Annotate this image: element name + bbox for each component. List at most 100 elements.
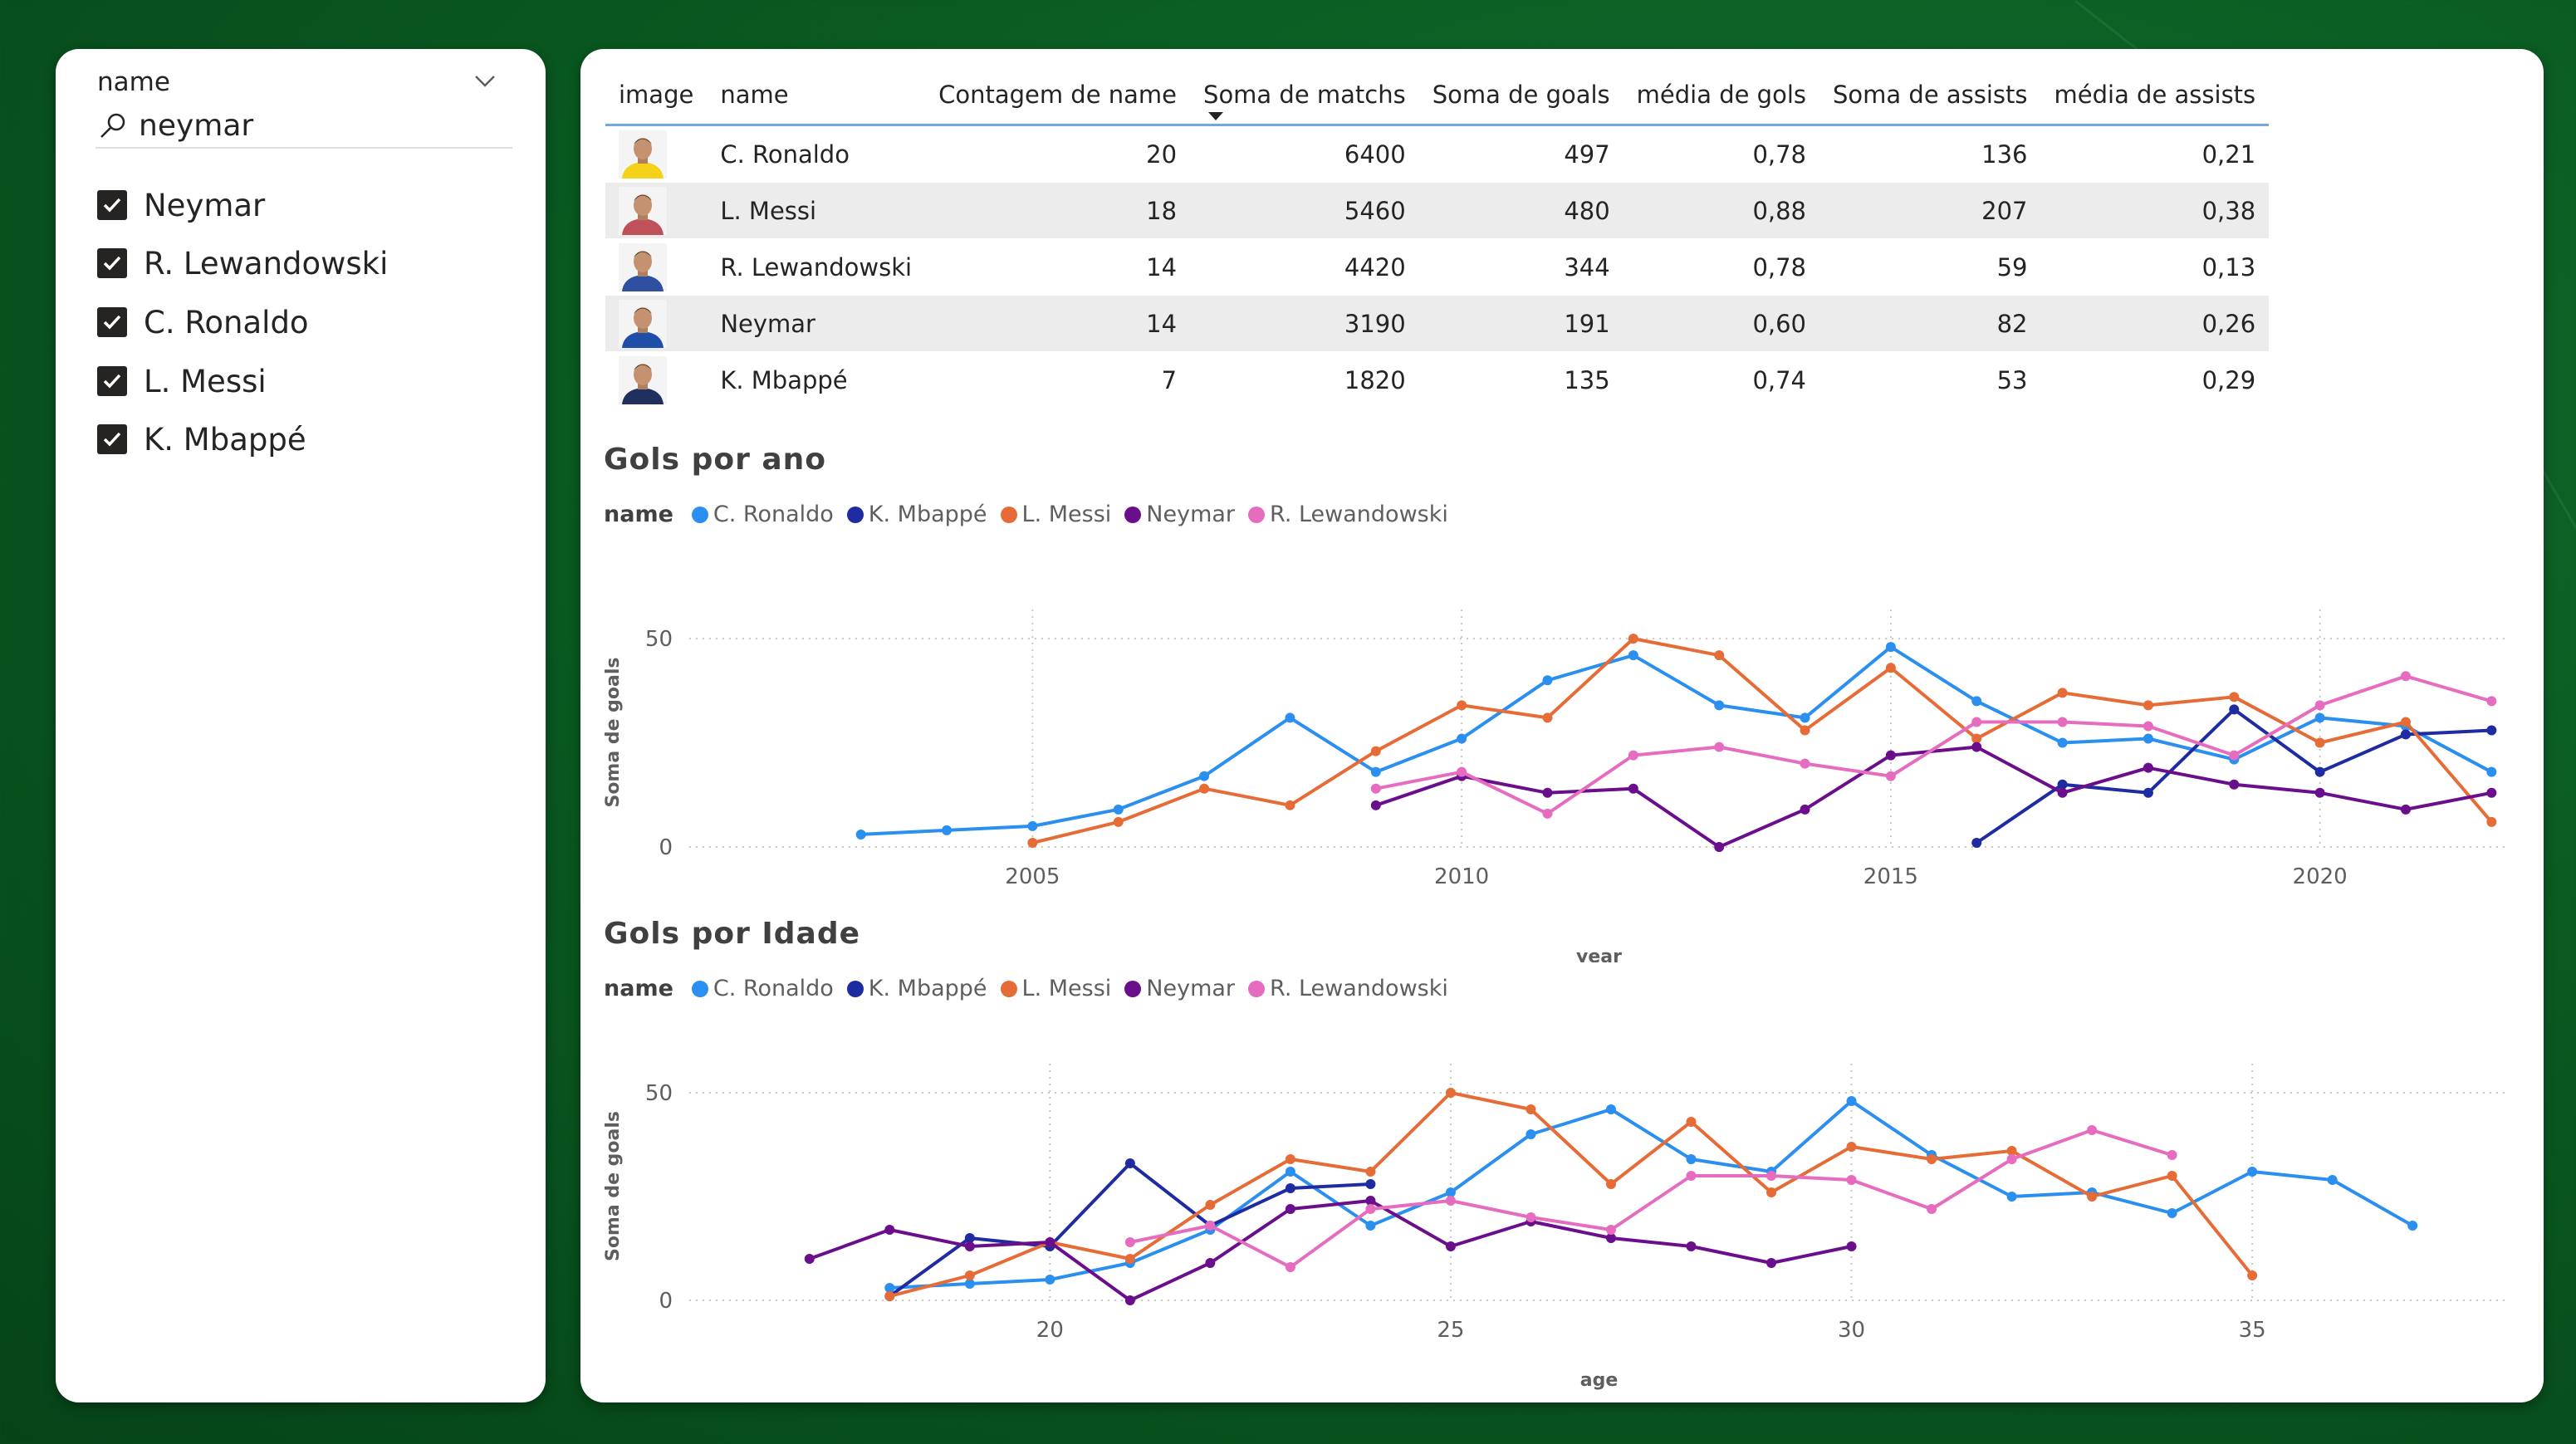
legend-marker [846, 980, 864, 997]
table-row[interactable]: R. Lewandowski 14 4420 344 0,78 59 0,13 [605, 238, 2270, 296]
data-point [2486, 816, 2497, 827]
cell-goals: 135 [1418, 351, 1623, 409]
checkbox-checked-icon[interactable] [97, 190, 127, 220]
data-point [884, 1225, 895, 1235]
data-point [2400, 671, 2411, 682]
data-point [1365, 1204, 1376, 1214]
data-point [1766, 1171, 1777, 1181]
column-header-media-assists[interactable]: média de assists [2040, 66, 2270, 126]
table-row[interactable]: K. Mbappé 7 1820 135 0,74 53 0,29 [605, 351, 2270, 409]
x-axis-title: age [1580, 1370, 1619, 1391]
data-point [964, 1279, 975, 1289]
data-point [2167, 1171, 2177, 1181]
legend-marker [691, 980, 708, 997]
x-tick-label: 2005 [1005, 864, 1060, 889]
data-point [964, 1233, 975, 1243]
data-point [1971, 717, 1982, 727]
column-header-assists[interactable]: Soma de assists [1819, 66, 2041, 126]
legend-label: K. Mbappé [868, 502, 987, 527]
data-point [1885, 663, 1896, 673]
y-tick-label: 0 [659, 1289, 673, 1314]
search-value: neymar [139, 109, 254, 143]
legend-item[interactable]: L. Messi [1000, 502, 1111, 527]
data-point [1846, 1175, 1857, 1185]
table-row[interactable]: L. Messi 18 5460 480 0,88 207 0,38 [605, 182, 2270, 239]
column-header-media-gols[interactable]: média de gols [1623, 66, 1820, 126]
data-point [2087, 1192, 2098, 1202]
cell-count: 14 [925, 238, 1191, 296]
column-header-name[interactable]: name [707, 66, 926, 126]
cell-matchs: 5460 [1190, 182, 1419, 239]
data-point [1526, 1104, 1536, 1114]
data-point [1445, 1196, 1456, 1206]
cell-media-assists: 0,38 [2040, 182, 2270, 239]
legend-marker [846, 506, 864, 523]
legend-item[interactable]: C. Ronaldo [691, 976, 834, 1001]
data-point [1045, 1275, 1055, 1285]
slicer-item[interactable]: K. Mbappé [97, 419, 496, 460]
slicer-item[interactable]: L. Messi [97, 360, 496, 402]
checkbox-checked-icon[interactable] [97, 366, 127, 396]
legend-item[interactable]: C. Ronaldo [691, 502, 834, 527]
data-point [884, 1283, 895, 1293]
report-panel: image name Contagem de name Soma de matc… [580, 49, 2544, 1402]
column-header-goals[interactable]: Soma de goals [1418, 66, 1623, 126]
data-point [2229, 692, 2240, 702]
data-point [2314, 700, 2325, 711]
cell-name: L. Messi [707, 182, 926, 239]
data-point [2486, 787, 2497, 798]
data-point [1927, 1204, 1937, 1214]
sort-descending-icon [1208, 112, 1224, 120]
legend-item[interactable]: R. Lewandowski [1248, 976, 1448, 1001]
cell-media-gols: 0,74 [1623, 351, 1820, 409]
slicer-header: name [97, 67, 170, 97]
data-point [1885, 771, 1896, 781]
legend-label: C. Ronaldo [713, 976, 834, 1001]
data-point [1124, 1237, 1135, 1247]
x-tick-label: 30 [1838, 1318, 1865, 1343]
y-axis-title: Soma de goals [603, 1111, 624, 1261]
checkbox-checked-icon[interactable] [97, 424, 127, 454]
checkbox-checked-icon[interactable] [97, 307, 127, 337]
cell-name: R. Lewandowski [707, 238, 926, 296]
table-row[interactable]: C. Ronaldo 20 6400 497 0,78 136 0,21 [605, 125, 2270, 183]
x-tick-label: 20 [1036, 1318, 1064, 1343]
legend-item[interactable]: K. Mbappé [846, 976, 987, 1001]
checkbox-checked-icon[interactable] [97, 248, 127, 278]
data-point [1714, 700, 1725, 711]
slicer-item[interactable]: Neymar [97, 184, 496, 226]
data-point [2229, 704, 2240, 715]
data-point [2006, 1146, 2017, 1156]
series-line [809, 1199, 1852, 1302]
data-point [2006, 1192, 2017, 1202]
column-header-count[interactable]: Contagem de name [925, 66, 1191, 126]
data-point [1124, 1295, 1135, 1305]
search-input[interactable]: neymar [95, 105, 512, 149]
slicer-item[interactable]: C. Ronaldo [97, 301, 496, 343]
legend-item[interactable]: Neymar [1124, 976, 1235, 1001]
legend-item[interactable]: L. Messi [1000, 976, 1111, 1001]
data-point [1199, 771, 1210, 781]
data-point [1457, 766, 1467, 777]
data-point [1714, 742, 1725, 752]
legend-item[interactable]: Neymar [1124, 502, 1235, 527]
cell-matchs: 1820 [1190, 351, 1419, 409]
legend-item[interactable]: K. Mbappé [846, 502, 987, 527]
data-point [2314, 737, 2325, 748]
cell-image [605, 125, 708, 183]
series-line [860, 645, 2493, 836]
column-header-matchs[interactable]: Soma de matchs [1190, 66, 1419, 126]
legend-item[interactable]: R. Lewandowski [1248, 502, 1448, 527]
cell-count: 18 [925, 182, 1191, 239]
chevron-down-icon[interactable] [471, 67, 499, 95]
data-point [1370, 746, 1381, 756]
cell-count: 7 [925, 351, 1191, 409]
data-point [2486, 766, 2497, 777]
slicer-item[interactable]: R. Lewandowski [97, 242, 496, 284]
data-point [2143, 787, 2153, 798]
data-point [1457, 733, 1467, 744]
table-row[interactable]: Neymar 14 3190 191 0,60 82 0,26 [605, 295, 2270, 352]
data-point [1370, 766, 1381, 777]
column-header-image[interactable]: image [605, 66, 708, 126]
data-point [1365, 1196, 1376, 1206]
